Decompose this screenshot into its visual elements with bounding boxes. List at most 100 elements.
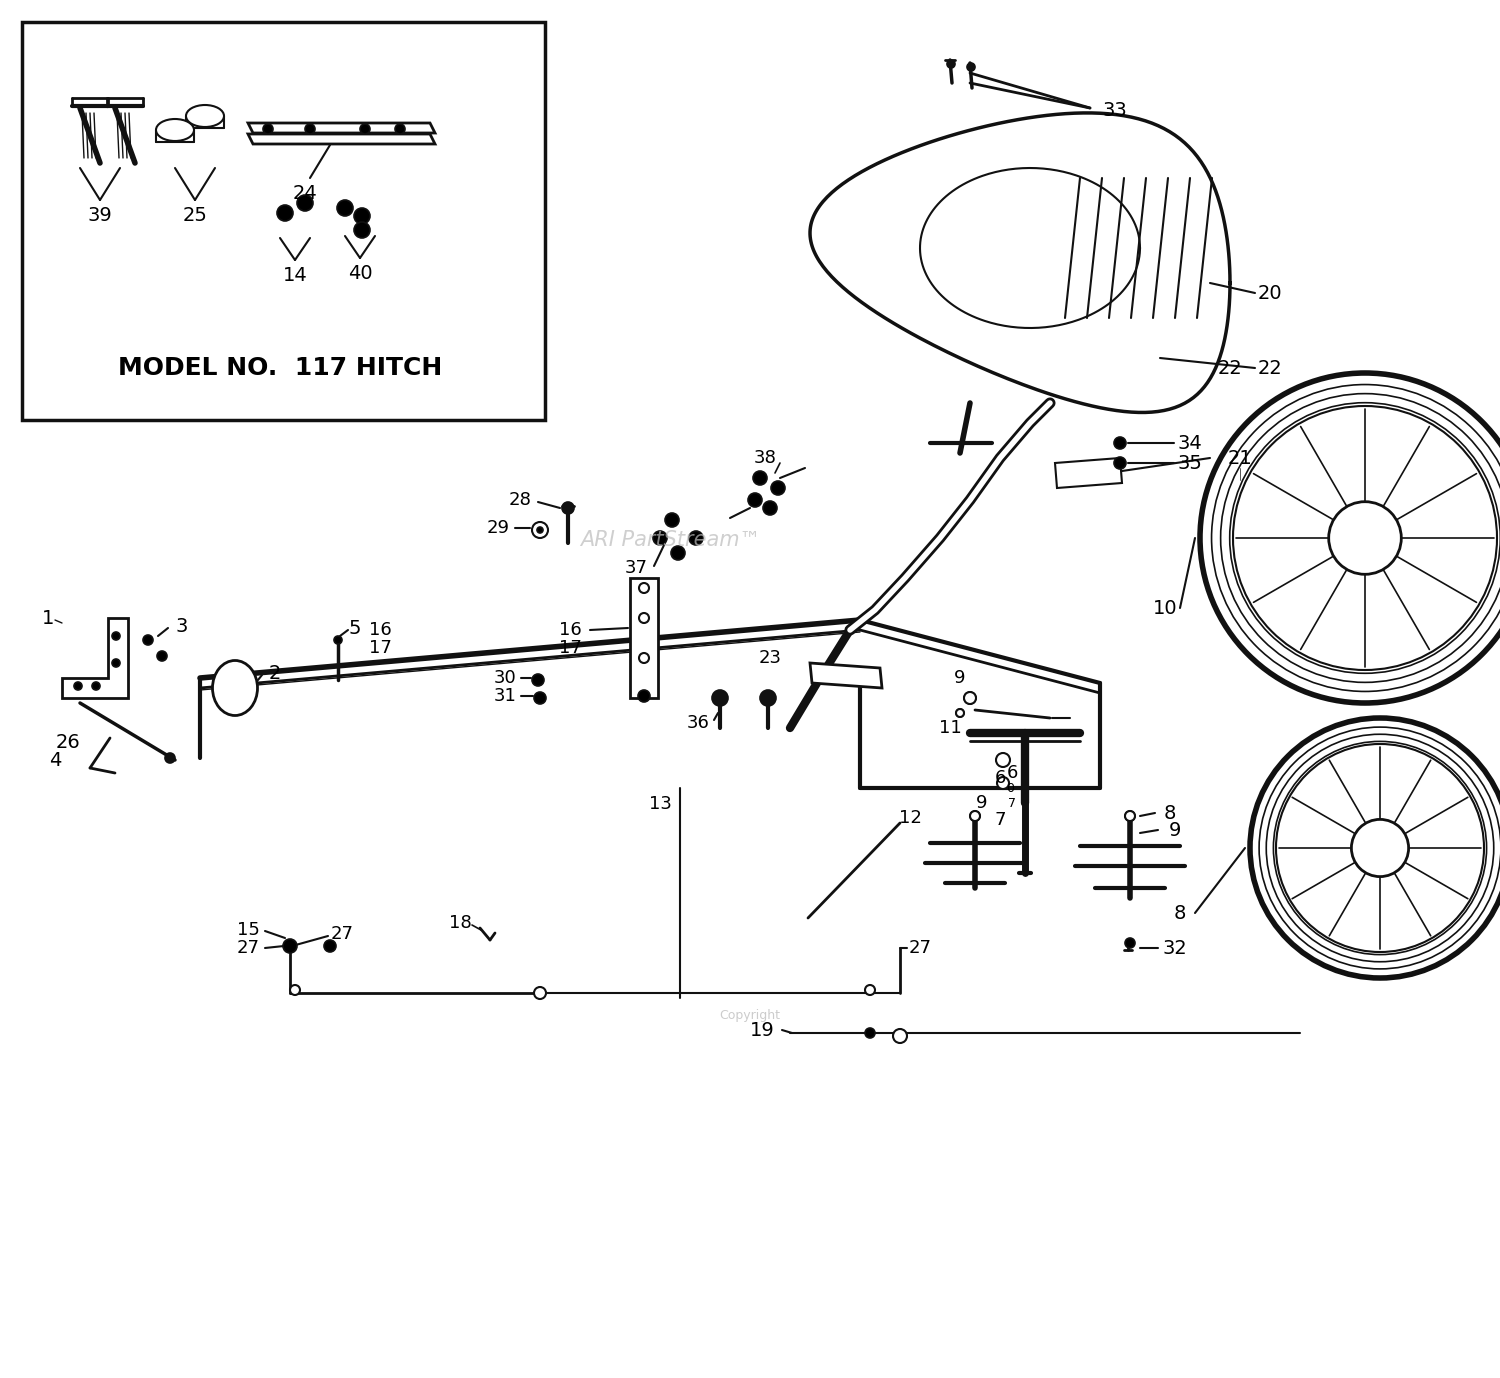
Text: 40: 40 — [348, 263, 372, 282]
Circle shape — [1276, 744, 1484, 952]
Text: 16: 16 — [558, 621, 582, 639]
Text: 39: 39 — [87, 205, 112, 225]
Text: 23: 23 — [759, 649, 782, 667]
Text: 37: 37 — [624, 559, 648, 577]
Circle shape — [652, 531, 668, 546]
Circle shape — [562, 502, 574, 514]
Circle shape — [892, 1029, 908, 1043]
Text: 17: 17 — [369, 639, 392, 657]
Circle shape — [688, 531, 703, 546]
Circle shape — [639, 653, 650, 663]
Circle shape — [304, 124, 315, 134]
Circle shape — [334, 637, 342, 644]
Text: 4: 4 — [50, 751, 62, 769]
Circle shape — [956, 710, 964, 717]
Text: 17: 17 — [558, 639, 582, 657]
Text: 25: 25 — [183, 205, 207, 225]
Polygon shape — [248, 123, 435, 134]
Text: 31: 31 — [494, 688, 516, 706]
Circle shape — [534, 692, 546, 704]
Text: 27: 27 — [237, 938, 260, 956]
Ellipse shape — [156, 119, 194, 141]
Text: 11: 11 — [939, 719, 962, 737]
Circle shape — [639, 613, 650, 623]
Text: 36: 36 — [687, 714, 709, 732]
Circle shape — [712, 690, 728, 706]
Circle shape — [1114, 437, 1126, 449]
Text: 6: 6 — [994, 769, 1005, 787]
Circle shape — [865, 985, 874, 995]
Circle shape — [964, 692, 976, 704]
Circle shape — [92, 682, 100, 690]
Text: 30: 30 — [494, 668, 516, 688]
Text: 14: 14 — [282, 266, 308, 284]
Circle shape — [639, 583, 650, 593]
Circle shape — [537, 526, 543, 533]
Circle shape — [638, 690, 650, 701]
Text: ARI PartStream™: ARI PartStream™ — [580, 531, 760, 550]
Circle shape — [1352, 820, 1408, 876]
Polygon shape — [248, 134, 435, 143]
Circle shape — [1114, 457, 1126, 469]
Text: 13: 13 — [648, 795, 672, 813]
Text: 19: 19 — [750, 1021, 774, 1039]
Circle shape — [1125, 812, 1136, 821]
Text: 3: 3 — [176, 616, 188, 635]
Text: 2: 2 — [268, 663, 280, 682]
Circle shape — [1200, 373, 1500, 703]
Text: 7: 7 — [1008, 796, 1016, 809]
Circle shape — [764, 502, 777, 515]
Circle shape — [297, 196, 314, 211]
Circle shape — [1233, 407, 1497, 670]
Text: 8: 8 — [1164, 803, 1176, 823]
Circle shape — [532, 522, 548, 537]
Circle shape — [748, 493, 762, 507]
Circle shape — [394, 124, 405, 134]
Text: 20: 20 — [1257, 284, 1282, 303]
Polygon shape — [810, 663, 882, 688]
Circle shape — [970, 812, 980, 821]
Circle shape — [964, 692, 976, 704]
Circle shape — [290, 985, 300, 995]
Polygon shape — [920, 168, 1140, 328]
Circle shape — [534, 987, 546, 999]
Circle shape — [360, 124, 370, 134]
Circle shape — [158, 650, 166, 661]
Text: 16: 16 — [369, 621, 392, 639]
Text: 9: 9 — [954, 668, 966, 688]
Text: 8: 8 — [1174, 904, 1186, 922]
Circle shape — [970, 812, 980, 821]
Text: 1: 1 — [42, 609, 54, 627]
Circle shape — [968, 63, 975, 72]
Circle shape — [996, 752, 1010, 768]
Circle shape — [956, 710, 964, 717]
Circle shape — [946, 61, 956, 68]
Circle shape — [278, 205, 292, 220]
Text: MODEL NO.  117 HITCH: MODEL NO. 117 HITCH — [118, 356, 442, 380]
Circle shape — [262, 124, 273, 134]
Circle shape — [998, 777, 1010, 790]
Text: 9: 9 — [976, 794, 988, 812]
Text: 24: 24 — [292, 183, 318, 203]
Ellipse shape — [213, 660, 258, 715]
Circle shape — [753, 471, 766, 485]
Text: 5: 5 — [350, 619, 361, 638]
Text: 9: 9 — [1168, 820, 1180, 839]
Circle shape — [142, 635, 153, 645]
Circle shape — [74, 682, 82, 690]
Text: 26: 26 — [56, 733, 81, 751]
Text: 0: 0 — [1007, 781, 1014, 795]
Circle shape — [112, 633, 120, 639]
Text: 27: 27 — [909, 938, 932, 956]
Text: 18: 18 — [448, 914, 471, 932]
Circle shape — [760, 690, 776, 706]
Ellipse shape — [186, 105, 224, 127]
Text: 33: 33 — [1102, 101, 1128, 120]
Text: 7: 7 — [994, 812, 1006, 830]
Circle shape — [865, 1028, 874, 1038]
Circle shape — [532, 674, 544, 686]
Circle shape — [664, 513, 680, 526]
Circle shape — [324, 940, 336, 952]
Circle shape — [354, 222, 370, 238]
Text: 27: 27 — [330, 925, 354, 943]
